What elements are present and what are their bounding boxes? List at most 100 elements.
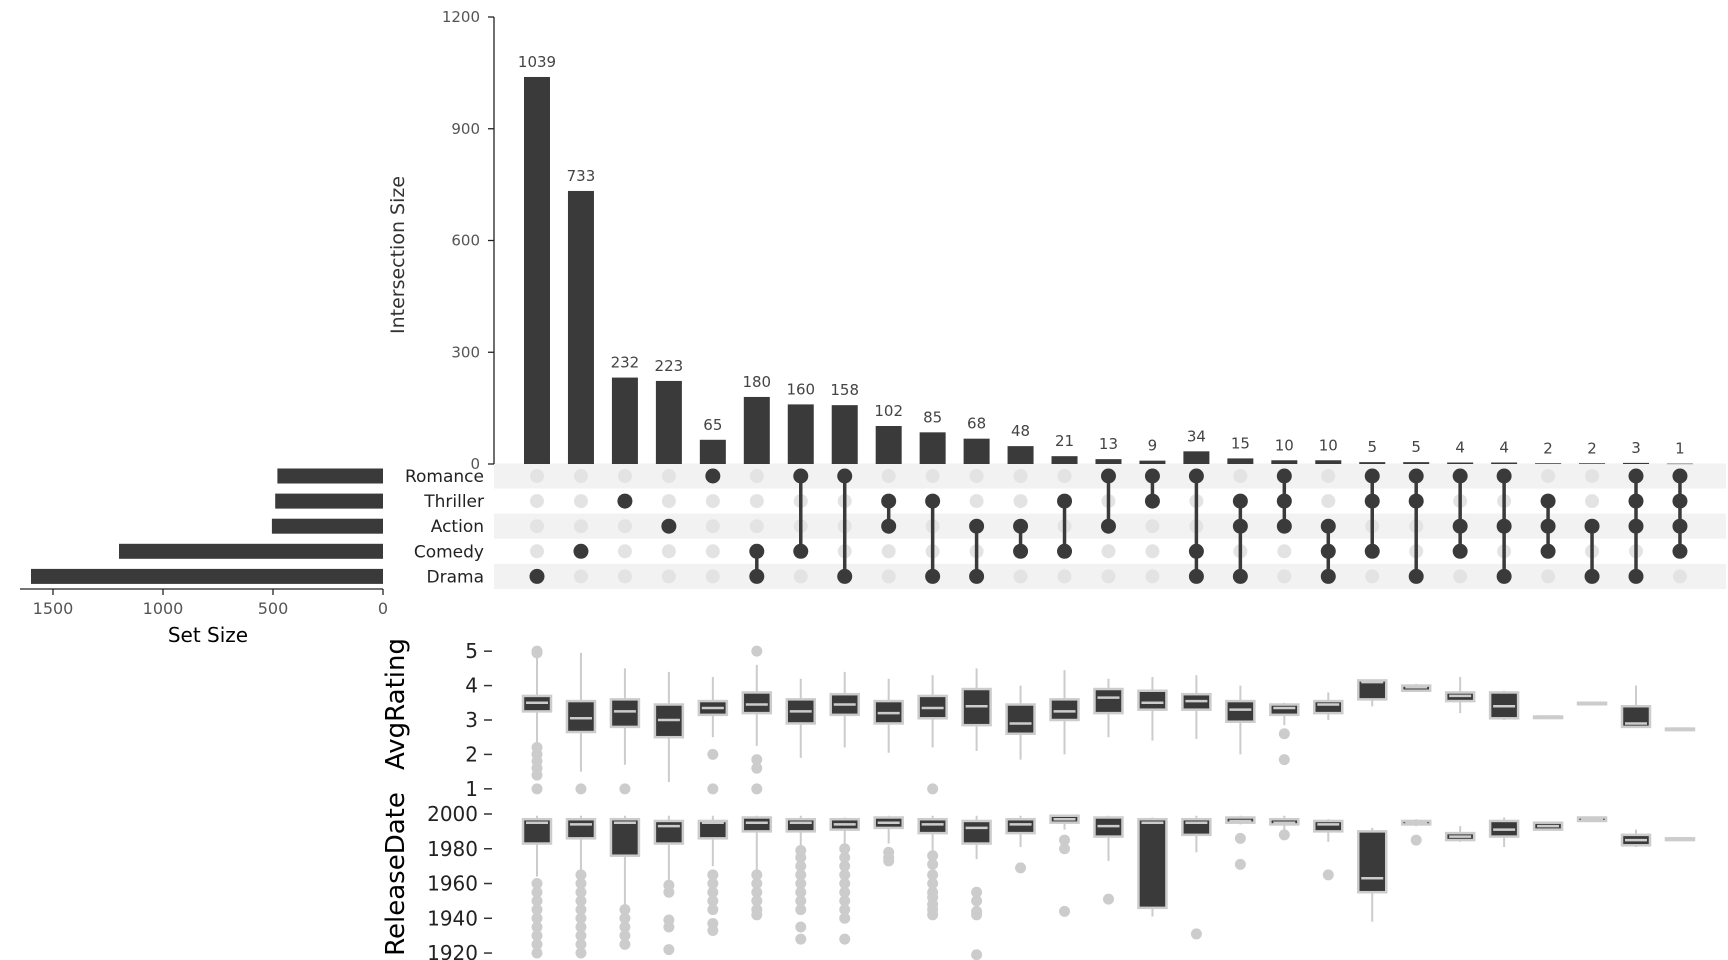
matrix-dot-active	[1144, 468, 1160, 484]
matrix-dot-active	[925, 493, 941, 509]
matrix-dot-active	[1584, 518, 1600, 534]
matrix-dot-active	[1452, 543, 1468, 559]
matrix-dot-active	[1672, 518, 1688, 534]
releasedate-outlier	[531, 912, 543, 924]
releasedate-box	[697, 819, 729, 840]
releasedate-outlier	[839, 860, 851, 872]
releasedate-outlier	[971, 886, 983, 898]
matrix-dot-active	[1276, 468, 1292, 484]
intersection-bar	[831, 405, 858, 464]
set-size-axis-tick-label: 1500	[33, 599, 74, 618]
matrix-dot-inactive	[661, 469, 676, 483]
set-size-bar-thriller	[275, 493, 383, 509]
matrix-dot-active	[1013, 518, 1029, 534]
intersection-bar	[524, 76, 550, 464]
intersection-bar	[1535, 463, 1562, 464]
avgrating-box	[565, 699, 597, 734]
intersection-bar	[787, 404, 814, 464]
matrix-dot-inactive	[573, 569, 588, 584]
matrix-dot-active	[705, 468, 721, 484]
intersection-bar	[1139, 460, 1166, 464]
releasedate-outlier	[839, 912, 851, 924]
intersection-bar-label: 102	[874, 402, 903, 420]
matrix-dot-inactive	[1145, 519, 1160, 534]
releasedate-outlier	[927, 850, 939, 862]
matrix-dot-inactive	[661, 544, 676, 559]
releasedate-outlier	[531, 878, 543, 890]
releasedate-outlier	[795, 860, 807, 872]
releasedate-box	[1005, 817, 1036, 835]
intersection-bar	[875, 426, 902, 464]
releasedate-outlier	[839, 878, 851, 890]
matrix-dot-active	[1628, 568, 1644, 584]
releasedate-outlier	[619, 921, 631, 933]
releasedate-outlier	[575, 912, 587, 924]
matrix-dot-inactive	[1013, 569, 1028, 584]
avgrating-boxplot-panel: 1 2 3 4 5	[465, 639, 1696, 801]
intersection-bar-label: 10	[1275, 436, 1294, 454]
releasedate-outlier	[575, 930, 587, 942]
avgrating-outlier	[707, 783, 719, 795]
releasedate-outlier	[663, 944, 675, 956]
matrix-dot-active	[1452, 468, 1468, 484]
set-size-axis: 1500 1000 500 0	[20, 588, 388, 618]
releasedate-outlier	[531, 886, 543, 898]
matrix-dot-active	[1188, 543, 1204, 559]
intersection-bar	[655, 380, 682, 464]
intersection-axis-tick-label: 600	[451, 232, 480, 250]
releasedate-axis-tick-label: 1960	[427, 872, 478, 896]
releasedate-outlier	[751, 869, 763, 881]
matrix-dot-inactive	[1321, 469, 1336, 483]
matrix-dot-inactive	[1453, 569, 1468, 584]
releasedate-axis-tick-label: 1920	[427, 941, 478, 960]
matrix-dot-active	[1057, 493, 1073, 509]
releasedate-outlier	[1278, 829, 1290, 841]
intersection-bar-label: 68	[967, 415, 986, 433]
releasedate-outlier	[795, 878, 807, 890]
matrix-dot-active	[1496, 568, 1512, 584]
matrix-dot-inactive	[617, 569, 632, 584]
releasedate-outlier	[971, 895, 983, 907]
intersection-bar-label: 1	[1675, 440, 1685, 458]
releasedate-outlier	[707, 918, 719, 929]
avgrating-axis-tick-label: 2	[465, 742, 478, 766]
matrix-dot-active	[1496, 468, 1512, 484]
releasedate-outlier	[619, 930, 631, 942]
intersection-bar	[1095, 459, 1122, 464]
releasedate-outlier	[575, 895, 587, 907]
avgrating-box	[1620, 704, 1652, 729]
intersection-bar	[919, 432, 946, 464]
set-label-drama: Drama	[427, 567, 484, 587]
matrix-dot-active	[1540, 543, 1556, 559]
releasedate-outlier	[839, 895, 851, 907]
intersection-bar-label: 65	[703, 416, 722, 434]
intersection-bar-label: 85	[923, 408, 942, 426]
matrix-dot-active	[1232, 568, 1248, 584]
avgrating-box	[609, 698, 641, 729]
matrix-dot-active	[969, 518, 985, 534]
matrix-dot-inactive	[617, 544, 632, 559]
matrix-dot-inactive	[1233, 469, 1248, 483]
matrix-dot-active	[793, 543, 809, 559]
avgrating-outlier	[1278, 754, 1290, 766]
matrix-dot-active	[529, 568, 545, 584]
matrix-dot-active	[1232, 493, 1248, 509]
releasedate-outlier	[575, 886, 587, 898]
matrix-dot-inactive	[573, 519, 588, 534]
matrix-dot-active	[1496, 518, 1512, 534]
releasedate-box	[961, 819, 992, 845]
releasedate-outlier	[751, 904, 763, 916]
releasedate-outlier	[1059, 834, 1071, 846]
matrix-dot-inactive	[881, 569, 896, 584]
avgrating-box	[1269, 703, 1300, 717]
matrix-dot-inactive	[1057, 569, 1072, 584]
matrix-dot-active	[1276, 493, 1292, 509]
set-label-action: Action	[431, 517, 484, 537]
matrix-dot-inactive	[1277, 544, 1292, 559]
matrix-dot-active	[1144, 493, 1160, 509]
intersection-bar-label: 4	[1499, 439, 1509, 457]
avgrating-box	[1225, 699, 1256, 723]
intersection-bar-label: 10	[1319, 436, 1338, 454]
intersection-size-axis-title: Intersection Size	[387, 176, 409, 334]
